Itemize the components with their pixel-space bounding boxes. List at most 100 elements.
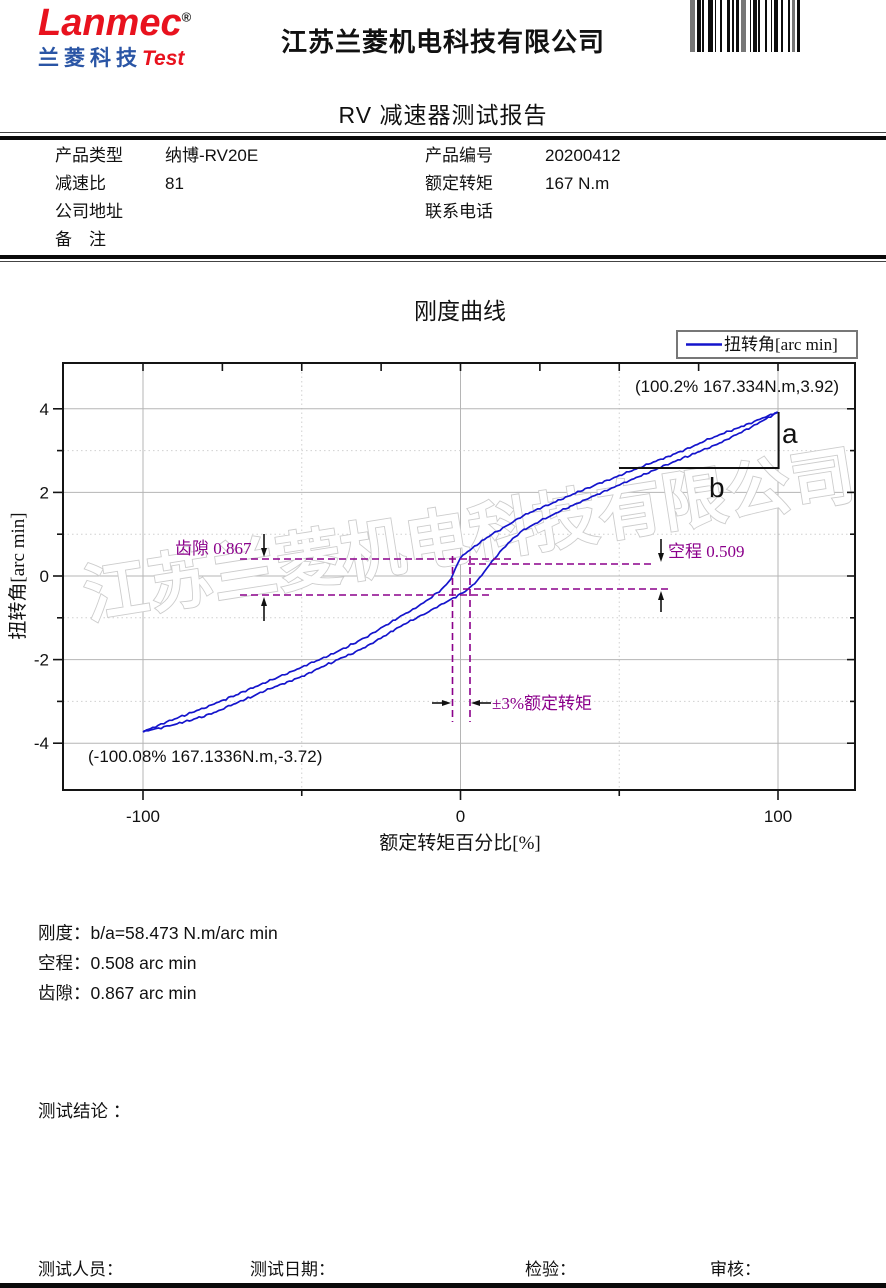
remark-label: 备 注 <box>55 230 106 249</box>
barcode-stripe <box>800 0 802 52</box>
company-name: 江苏兰菱机电科技有限公司 <box>280 27 605 57</box>
barcode-stripe <box>795 0 797 52</box>
barcode-stripe <box>735 0 739 52</box>
barcode-stripe <box>740 0 746 52</box>
barcode-stripe <box>700 0 703 52</box>
brand-subtext: 兰菱科技Test <box>38 42 258 72</box>
barcode-stripe <box>782 0 788 52</box>
barcode-stripe <box>690 0 696 52</box>
brand-text: Lanmec® <box>38 4 258 42</box>
table-row: 备 注 <box>0 226 886 254</box>
barcode-stripe <box>756 0 759 52</box>
barcode-stripe <box>739 0 741 52</box>
svg-text:4: 4 <box>40 400 49 419</box>
barcode-stripe <box>695 0 697 52</box>
annotation-backlash: 齿隙 0.867 <box>175 539 252 558</box>
ratio-label: 减速比 <box>55 174 106 193</box>
barcode-stripe <box>796 0 801 52</box>
footer-date-label: 测试日期： <box>250 1260 335 1279</box>
brand-sub-en: Test <box>142 47 185 70</box>
barcode-stripe <box>767 0 771 52</box>
table-row: 产品类型 纳博-RV20E 产品编号 20200412 <box>0 142 886 170</box>
table-top-thin-rule <box>0 132 886 133</box>
barcode-stripe <box>789 0 792 52</box>
barcode-stripe <box>733 0 736 52</box>
x-axis-label: 额定转矩百分比[%] <box>379 832 540 854</box>
barcode-stripe <box>791 0 795 52</box>
svg-text:-2: -2 <box>34 651 49 670</box>
barcode-stripe <box>772 0 774 52</box>
annotation-end-positive: (100.2% 167.334N.m,3.92) <box>635 377 839 396</box>
table-row: 公司地址 联系电话 <box>0 198 886 226</box>
tick-labels: -100 0 100 -4 -2 0 2 4 <box>34 400 792 826</box>
barcode-stripe <box>730 0 732 52</box>
bottom-rule <box>0 1283 886 1288</box>
barcode-stripe <box>704 0 708 52</box>
address-value <box>165 198 425 226</box>
chart-legend: 扭转角[arc min] <box>676 330 858 359</box>
barcode-stripe <box>732 0 734 52</box>
rated-torque-value: 167 N.m <box>545 174 610 193</box>
table-bottom-thick-rule <box>0 255 886 259</box>
barcode-stripe <box>719 0 722 52</box>
result-backlash: 齿隙：0.867 arc min <box>38 983 197 1003</box>
svg-text:2: 2 <box>40 483 49 502</box>
barcode-stripe <box>697 0 701 52</box>
table-bottom-thin-rule <box>0 261 886 262</box>
svg-text:-4: -4 <box>34 734 49 753</box>
annotation-torque-band: ±3%额定转矩 <box>492 694 592 713</box>
product-no-label: 产品编号 <box>425 146 493 165</box>
empty-cell <box>425 226 545 254</box>
footer-auditor-label: 审核： <box>710 1260 761 1279</box>
barcode-stripe <box>781 0 783 52</box>
barcode-stripe <box>716 0 720 52</box>
svg-text:0: 0 <box>40 567 49 586</box>
svg-text:0: 0 <box>456 807 465 826</box>
product-type-value: 纳博-RV20E <box>165 146 259 165</box>
result-stiffness: 刚度：b/a=58.473 N.m/arc min <box>38 923 278 943</box>
barcode-stripe <box>702 0 704 52</box>
barcode-stripe <box>707 0 713 52</box>
brand-sub-cn: 兰菱科技 <box>38 47 142 70</box>
report-title: RV 减速器测试报告 <box>338 102 548 128</box>
registered-mark-icon: ® <box>181 9 192 25</box>
phone-label: 联系电话 <box>425 202 493 221</box>
barcode-stripe <box>774 0 778 52</box>
product-type-label: 产品类型 <box>55 146 123 165</box>
annotation-layer <box>240 412 780 722</box>
legend-label: 扭转角[arc min] <box>724 335 838 354</box>
results-block: 刚度：b/a=58.473 N.m/arc min 空程：0.508 arc m… <box>38 918 278 1008</box>
result-lost-motion: 空程：0.508 arc min <box>38 953 197 973</box>
remark-value <box>165 226 425 254</box>
annotation-end-negative: (-100.08% 167.1336N.m,-3.72) <box>88 747 322 766</box>
chart-gridlines <box>63 363 855 790</box>
address-label: 公司地址 <box>55 202 123 221</box>
label-b: b <box>709 472 725 503</box>
barcode-stripe <box>758 0 760 52</box>
barcode-stripe <box>721 0 727 52</box>
upper_branch-curve <box>143 411 778 733</box>
conclusion-label: 测试结论 ： <box>38 1101 131 1121</box>
barcode-stripe <box>746 0 750 52</box>
y-axis-label: 扭转角[arc min] <box>7 512 29 639</box>
barcode <box>690 0 802 52</box>
annotation-lost-motion: 空程 0.509 <box>668 542 745 561</box>
barcode-stripe <box>712 0 715 52</box>
barcode-stripe <box>788 0 790 52</box>
chart-title: 刚度曲线 <box>414 299 506 324</box>
barcode-stripe <box>749 0 752 52</box>
footer-tester-label: 测试人员： <box>38 1260 123 1279</box>
tick-layer <box>53 363 855 800</box>
table-row: 减速比 81 额定转矩 167 N.m <box>0 170 886 198</box>
barcode-stripe <box>765 0 767 52</box>
barcode-stripe <box>760 0 766 52</box>
footer-inspector-label: 检验： <box>525 1260 576 1279</box>
product-no-value: 20200412 <box>545 146 621 165</box>
rated-torque-label: 额定转矩 <box>425 174 493 193</box>
brand-name: Lanmec <box>38 2 182 44</box>
label-a: a <box>782 418 798 449</box>
table-top-thick-rule <box>0 136 886 140</box>
empty-cell <box>545 226 886 254</box>
